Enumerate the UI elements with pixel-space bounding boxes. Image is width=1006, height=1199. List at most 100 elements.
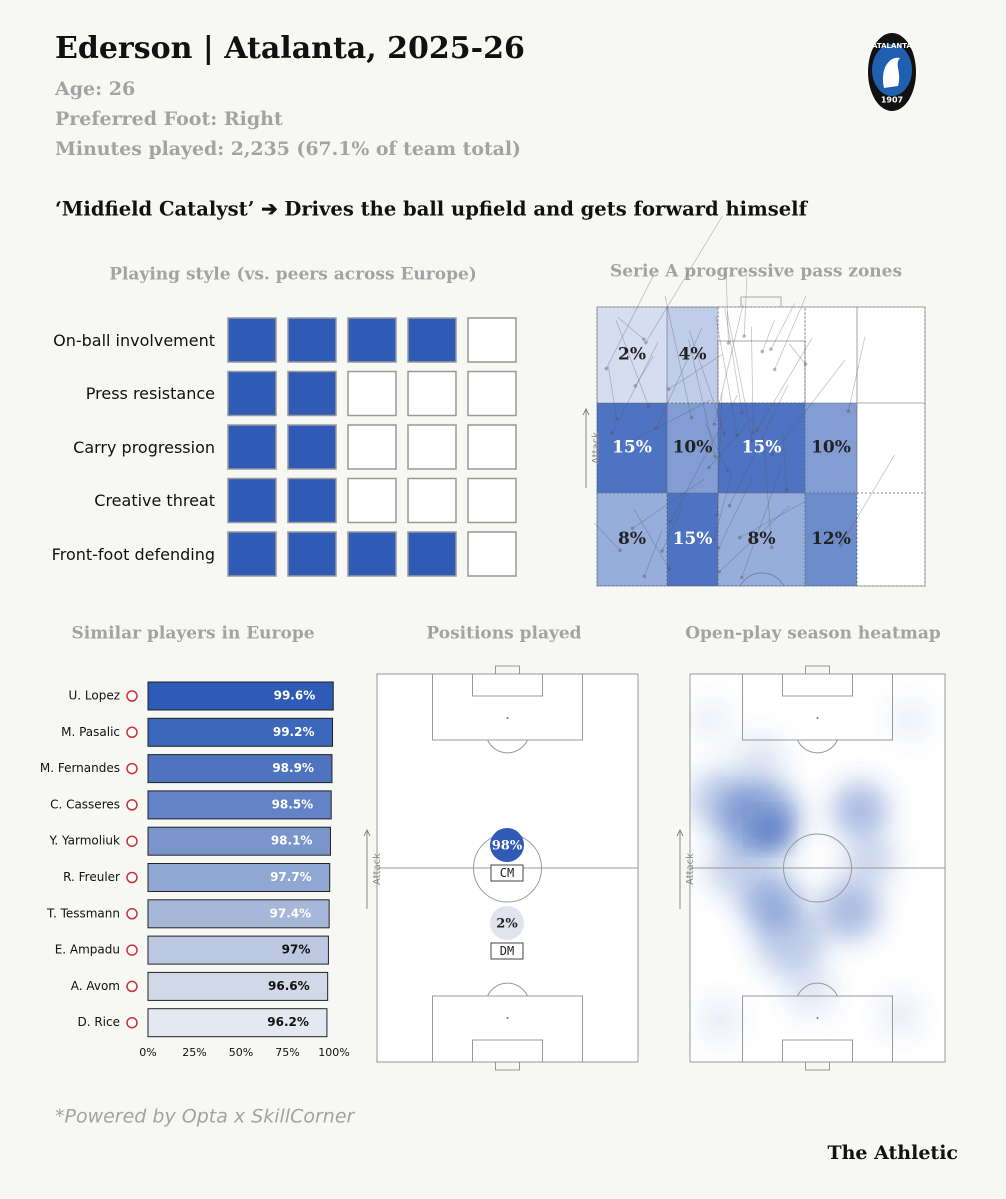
pass-line [750, 326, 754, 433]
pass-origin [769, 347, 773, 351]
pass-line [713, 471, 733, 540]
pass-line [713, 304, 744, 425]
penalty-arc [487, 739, 528, 754]
pass-origin [717, 569, 721, 574]
bar [147, 754, 333, 784]
pass-origin [716, 546, 721, 550]
club-badge [126, 980, 138, 993]
foot: Preferred Foot: Right [55, 108, 283, 130]
zone-cell [856, 306, 926, 404]
pass-line [645, 215, 723, 343]
zone-cell [856, 492, 926, 587]
zone-cell [596, 402, 668, 494]
heat-blob [735, 735, 785, 785]
pass-origin [760, 349, 765, 354]
heat-blob [755, 905, 825, 975]
club-badge [126, 944, 138, 956]
bar-label: 97.4% [270, 906, 312, 920]
pass-line [655, 327, 703, 429]
goal [805, 665, 830, 675]
pass-origin [644, 340, 648, 345]
goal [740, 296, 782, 308]
pass-line [847, 336, 866, 412]
zone-label: 12% [811, 529, 851, 549]
pass-origin [769, 545, 774, 550]
rating-square-filled [227, 370, 277, 417]
pass-origin [742, 334, 746, 338]
player-name: Y. Yarmoliuk [48, 834, 120, 848]
rating-square-empty [347, 477, 397, 524]
pass-line [669, 394, 738, 522]
pass-origin [642, 337, 646, 342]
tagline: ‘Midfield Catalyst’ ➔ Drives the ball up… [55, 197, 808, 221]
club-badge [126, 762, 138, 775]
source: *Powered by Opta x SkillCorner [55, 1106, 356, 1128]
pass-origin [737, 535, 742, 540]
pass-origin [614, 417, 619, 421]
chart-title: Positions played [426, 624, 581, 644]
pass-line [688, 339, 716, 457]
bar-label: 96.2% [267, 1015, 309, 1029]
pass-origin [740, 410, 745, 415]
x-tick-label: 25% [182, 1046, 206, 1059]
club-badge [126, 835, 138, 847]
player-name: R. Freuler [63, 870, 120, 884]
heat-blob [690, 770, 750, 830]
pass-line [716, 392, 723, 515]
penalty-spot [816, 1017, 819, 1019]
pass-line [788, 343, 806, 365]
pass-origin [646, 404, 651, 408]
pass-origin [610, 431, 615, 435]
player-name: M. Pasalic [61, 725, 120, 739]
pass-origin [630, 526, 635, 531]
zone-cell [804, 402, 858, 494]
position-share: 98% [492, 839, 523, 854]
rating-square-empty [467, 424, 517, 470]
heat-blob [832, 782, 888, 838]
pass-line [729, 384, 789, 506]
penalty-arc [797, 982, 838, 997]
player-name: E. Ampadu [55, 943, 120, 957]
zone-label: 10% [673, 438, 713, 458]
position-name: DM [500, 944, 514, 958]
zone-label: 4% [679, 345, 707, 365]
zone-label: 15% [673, 529, 713, 549]
pass-origin [654, 426, 658, 431]
pass-line [743, 276, 748, 337]
pass-origin [770, 452, 774, 457]
pass-origin [803, 362, 808, 366]
pass-origin [839, 543, 843, 547]
pass-line [688, 330, 725, 434]
pass-line [739, 501, 806, 539]
pass-line [756, 338, 813, 431]
rating-square-empty [407, 477, 457, 524]
zone-cell [666, 306, 719, 404]
pass-origin [750, 438, 755, 443]
position-share: 2% [496, 917, 518, 932]
goal [495, 1061, 520, 1071]
bar [147, 935, 329, 965]
rating-square-filled [407, 317, 457, 363]
pass-origin [727, 503, 732, 508]
bar-label: 99.2% [273, 725, 315, 739]
pass-origin [667, 567, 672, 571]
pass-origin [726, 341, 731, 345]
attack-label: Attack [685, 853, 696, 885]
zone-cell [717, 306, 806, 404]
row-label: Press resistance [85, 384, 215, 403]
bar [147, 863, 331, 892]
player-name: D. Rice [77, 1015, 120, 1029]
row-label: Creative threat [94, 491, 215, 510]
pass-line [708, 416, 754, 468]
heat-blob [785, 965, 835, 1015]
pass-origin [751, 430, 756, 435]
centre-circle [783, 833, 852, 903]
pass-line [741, 466, 783, 578]
chart-title: Playing style (vs. peers across Europe) [109, 265, 477, 285]
zone-cell [596, 306, 668, 404]
player-name: C. Casseres [50, 797, 120, 811]
row-label: On-ball involvement [53, 330, 215, 350]
pass-line [726, 311, 753, 441]
pass-line [632, 478, 705, 529]
